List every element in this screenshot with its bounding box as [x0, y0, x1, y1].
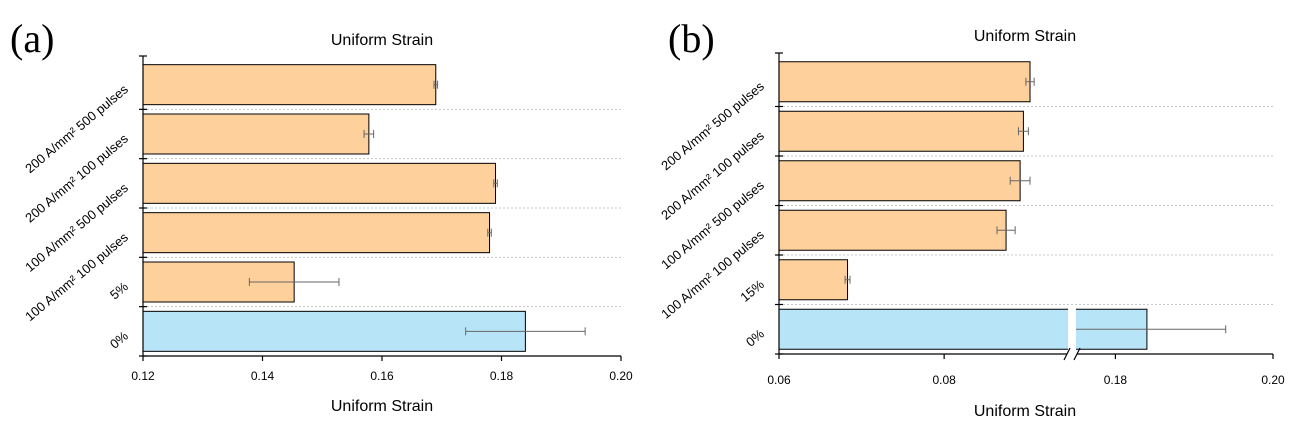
chart-a-bar: [142, 113, 370, 155]
chart-a-category-label: 5%: [107, 279, 131, 303]
chart-b-xlabel: Uniform Strain: [974, 403, 1076, 420]
chart-a-category-label: 200 A/mm² 100 pulses: [22, 130, 131, 225]
chart-b-axis-break-gap: [1067, 352, 1077, 356]
chart-a-x-tick-label: 0.12: [131, 369, 155, 383]
chart-b-category-label: 0%: [743, 326, 767, 350]
chart-b-x-tick-label: 0.08: [932, 373, 956, 387]
chart-b-category-label: 200 A/mm² 500 pulses: [658, 78, 767, 173]
chart-a-x-tick-label: 0.18: [490, 369, 514, 383]
chart-b-category-label: 200 A/mm² 100 pulses: [658, 128, 767, 223]
chart-a-xlabel: Uniform Strain: [331, 398, 433, 415]
chart-a-category-label: 200 A/mm² 500 pulses: [22, 81, 131, 176]
chart-b-category-label: 100 A/mm² 500 pulses: [658, 177, 767, 272]
chart-b-title: Uniform Strain: [974, 28, 1076, 45]
chart-b-bar: [778, 110, 1024, 152]
chart-a-bar: [142, 212, 491, 254]
chart-b-x-tick-label: 0.06: [767, 373, 791, 387]
chart-b-x-tick-label: 0.18: [1104, 373, 1128, 387]
panel-label-a: (a): [10, 16, 54, 61]
chart-b-bar: [778, 259, 849, 301]
panel-label-b: (b): [668, 16, 715, 61]
chart-b-bar: [778, 61, 1031, 103]
chart-a-category-label: 100 A/mm² 100 pulses: [22, 229, 131, 324]
chart-a-x-tick-label: 0.16: [370, 369, 394, 383]
chart-b-category-label: 100 A/mm² 100 pulses: [658, 227, 767, 322]
chart-a-category-label: 0%: [107, 328, 131, 352]
chart-a-title: Uniform Strain: [331, 32, 433, 49]
chart-a-bar: [142, 162, 497, 204]
chart-b-x-tick-label: 0.20: [1261, 373, 1285, 387]
chart-b-axis-break-gap: [1068, 307, 1076, 352]
chart-b-axis-break-mark: [1073, 347, 1081, 361]
chart-a-bar: [142, 64, 437, 106]
chart-b-bar: [778, 160, 1021, 202]
chart-b-bar: [778, 209, 1007, 251]
chart-b-category-label: 15%: [737, 276, 767, 304]
chart-a-x-tick-label: 0.14: [251, 369, 275, 383]
chart-b-axis-break-mark: [1063, 347, 1071, 361]
chart-a-category-label: 100 A/mm² 500 pulses: [22, 180, 131, 275]
chart-a-x-tick-label: 0.20: [609, 369, 633, 383]
